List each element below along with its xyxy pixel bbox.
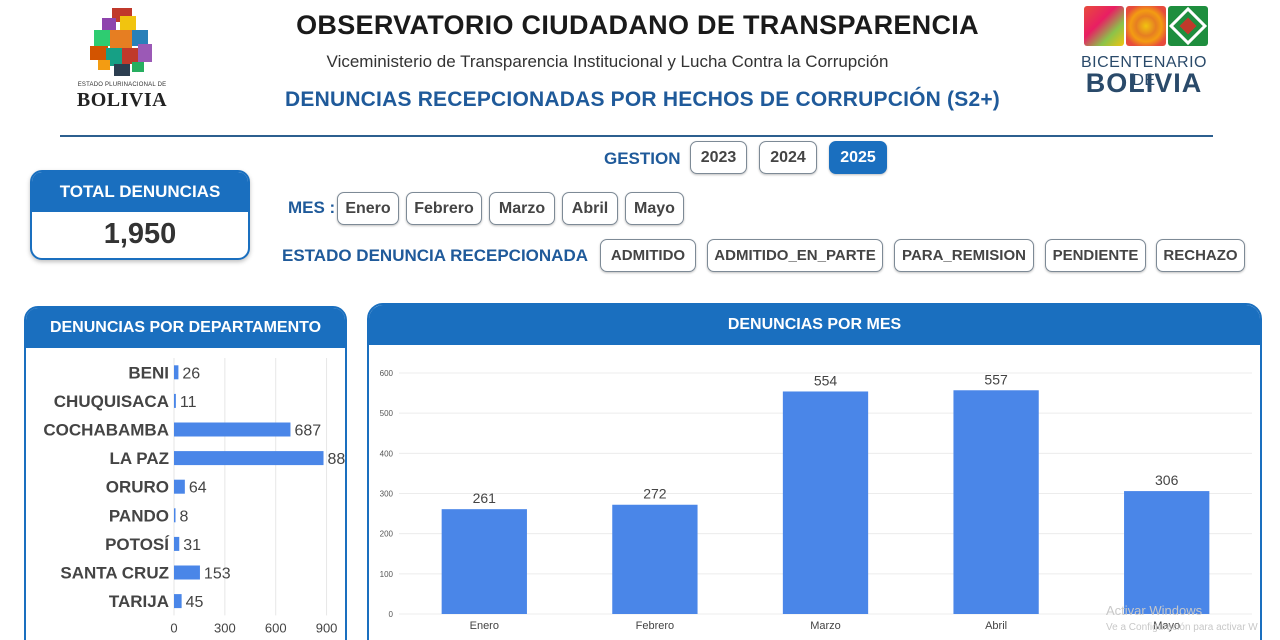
dept-data-label-chuquisaca: 11 (180, 394, 197, 411)
windows-activation-watermark-sub: Ve a Configuración para activar W (1106, 622, 1258, 633)
page-title: OBSERVATORIO CIUDADANO DE TRANSPARENCIA (296, 10, 979, 40)
total-denuncias-value: 1,950 (103, 218, 177, 250)
departamento-panel-title: DENUNCIAS POR DEPARTAMENTO (26, 308, 345, 348)
logo-small-text: ESTADO PLURINACIONAL DE (77, 82, 167, 88)
dept-category-label-la-paz: LA PAZ (110, 449, 170, 468)
mes-button-marzo[interactable]: Marzo (489, 192, 555, 225)
bicentenario-tile-1-icon (1084, 6, 1124, 46)
mes-data-label-febrero: 272 (643, 486, 667, 502)
gestion-button-2025[interactable]: 2025 (829, 141, 887, 174)
mes-data-label-abril: 557 (984, 371, 1008, 387)
bicentenario-sun-icon (1126, 6, 1166, 46)
mes-y-tick-label: 0 (389, 610, 394, 619)
mes-y-tick-label: 200 (380, 530, 394, 539)
dept-category-label-oruro: ORURO (106, 478, 169, 497)
dept-data-label-tarija: 45 (186, 594, 204, 611)
estado-label: ESTADO DENUNCIA RECEPCIONADA (282, 246, 589, 265)
mes-bar-abril (953, 390, 1039, 614)
mes-x-tick-label-febrero: Febrero (636, 620, 675, 632)
mes-y-tick-label: 600 (380, 369, 394, 378)
dept-bar-cochabamba (174, 422, 291, 437)
dept-data-label-la-paz: 882 (328, 451, 345, 468)
mes-y-tick-label: 100 (380, 570, 394, 579)
mes-data-label-enero: 261 (473, 490, 497, 506)
departamento-bar-chart: 0 300 600 900 BENI 26 CHUQUISACA 11 COCHABAMBA 68… (43, 358, 345, 635)
dept-category-label-potosi: POTOSÍ (105, 535, 170, 554)
mes-x-tick-label-marzo: Marzo (810, 620, 841, 632)
dept-bar-la-paz (174, 451, 324, 466)
mes-button-enero[interactable]: Enero (337, 192, 399, 225)
estado-plurinacional-logo: ESTADO PLURINACIONAL DE BOLIVIA (74, 8, 170, 111)
total-denuncias-card: TOTAL DENUNCIAS 1,950 (30, 170, 250, 260)
dept-category-label-beni: BENI (128, 363, 169, 382)
mosaic-emblem-icon (90, 8, 154, 78)
mes-y-tick-label: 400 (380, 449, 394, 458)
windows-activation-watermark: Activar Windows (1106, 603, 1203, 618)
mes-bar-febrero (612, 504, 698, 614)
dept-data-label-beni: 26 (182, 365, 200, 382)
estado-button-admitido[interactable]: ADMITIDO (600, 239, 696, 272)
page-subtitle: Viceministerio de Transparencia Instituc… (326, 52, 889, 71)
dept-category-label-pando: PANDO (109, 506, 169, 525)
dept-bar-pando (174, 508, 176, 523)
mes-button-abril[interactable]: Abril (562, 192, 618, 225)
dept-category-label-tarija: TARIJA (109, 592, 169, 611)
dept-data-label-cochabamba: 687 (294, 423, 321, 440)
gestion-button-2023[interactable]: 2023 (690, 141, 747, 174)
dept-bar-chuquisaca (174, 393, 176, 408)
mes-label: MES : (288, 198, 336, 217)
mes-x-tick-label-abril: Abril (985, 620, 1007, 632)
estado-button-rechazo[interactable]: RECHAZO (1156, 239, 1245, 272)
mes-x-tick-label-mayo: Mayo (1153, 620, 1180, 632)
mes-data-label-mayo: 306 (1155, 472, 1179, 488)
bicentenario-tile-3-icon (1168, 6, 1208, 46)
dept-category-label-chuquisaca: CHUQUISACA (54, 392, 169, 411)
mes-panel: DENUNCIAS POR MES 0 100 200 300 400 500 600 261… (367, 303, 1262, 640)
mes-button-mayo[interactable]: Mayo (625, 192, 684, 225)
dept-data-label-oruro: 64 (189, 480, 207, 497)
dept-bar-beni (174, 365, 179, 380)
mes-bar-enero (441, 509, 527, 614)
dept-x-tick-label: 300 (214, 620, 236, 635)
gestion-label: GESTION (604, 149, 681, 168)
mes-data-label-marzo: 554 (814, 372, 838, 388)
dept-category-label-cochabamba: COCHABAMBA (43, 421, 169, 440)
estado-button-admitido-en-parte[interactable]: ADMITIDO_EN_PARTE (707, 239, 883, 272)
mes-bar-mayo (1124, 491, 1210, 614)
dept-data-label-pando: 8 (180, 508, 189, 525)
dept-x-tick-label: 0 (170, 620, 177, 635)
dept-bar-tarija (174, 594, 182, 609)
bicentenario-logo: BICENTENARIO DE BOLIVIA (1080, 6, 1210, 98)
mes-bar-marzo (782, 391, 869, 614)
logo-bolivia-text: BOLIVIA (76, 89, 168, 111)
mes-panel-title: DENUNCIAS POR MES (369, 305, 1260, 345)
bicentenario-text: BICENTENARIO DE (1080, 54, 1207, 89)
header-divider (60, 135, 1213, 137)
gestion-button-2024[interactable]: 2024 (759, 141, 817, 174)
dept-bar-potosi (174, 536, 180, 551)
mes-button-febrero[interactable]: Febrero (406, 192, 482, 225)
departamento-panel: DENUNCIAS POR DEPARTAMENTO 0 300 600 900 BEN… (24, 306, 347, 640)
mes-x-tick-label-enero: Enero (470, 620, 499, 632)
dept-category-label-santa-cruz: SANTA CRUZ (60, 564, 169, 583)
dept-bar-oruro (174, 479, 185, 494)
dept-bar-santa-cruz (174, 565, 200, 580)
total-denuncias-label: TOTAL DENUNCIAS (32, 172, 248, 212)
mes-bar-chart: 0 100 200 300 400 500 600 261 Enero 272 Febrero 554… (380, 369, 1252, 632)
estado-button-para-remision[interactable]: PARA_REMISION (894, 239, 1034, 272)
section-title: DENUNCIAS RECEPCIONADAS POR HECHOS DE CO… (285, 88, 1000, 111)
dept-x-tick-label: 600 (265, 620, 287, 635)
mes-y-tick-label: 500 (380, 409, 394, 418)
dept-x-tick-label: 900 (316, 620, 338, 635)
dept-data-label-santa-cruz: 153 (204, 566, 231, 583)
bicentenario-bolivia-text: BOLIVIA (1085, 68, 1203, 98)
estado-button-pendiente[interactable]: PENDIENTE (1045, 239, 1146, 272)
dept-data-label-potosi: 31 (183, 537, 201, 554)
mes-y-tick-label: 300 (380, 490, 394, 499)
